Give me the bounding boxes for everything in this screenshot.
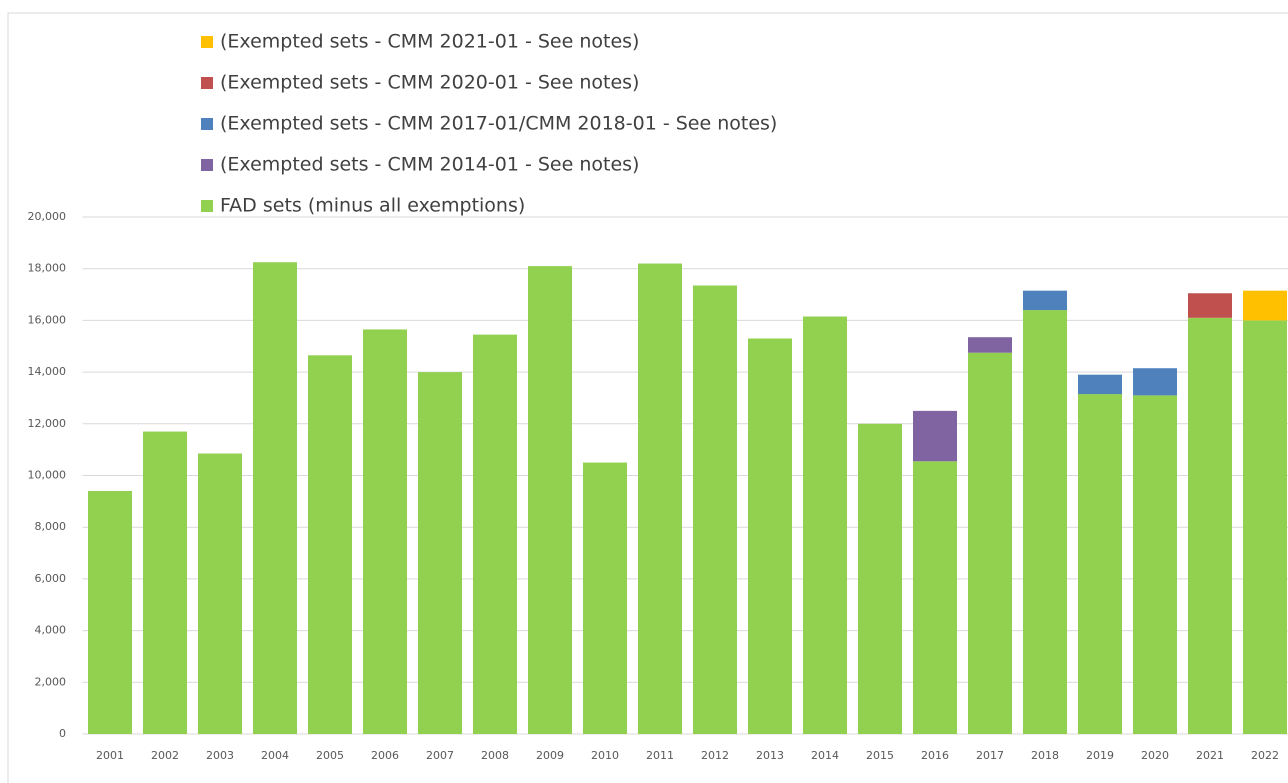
x-tick-label: 2020 bbox=[1141, 749, 1169, 762]
y-tick-label: 12,000 bbox=[28, 417, 67, 430]
bar-segment bbox=[198, 453, 242, 734]
bar-segment bbox=[473, 334, 517, 734]
bar-segment bbox=[1133, 395, 1177, 734]
legend-label: FAD sets (minus all exemptions) bbox=[220, 195, 525, 217]
bar-segment bbox=[968, 337, 1012, 353]
x-tick-label: 2018 bbox=[1031, 749, 1059, 762]
bar-segment bbox=[1078, 374, 1122, 395]
y-tick-label: 20,000 bbox=[28, 210, 67, 223]
x-tick-label: 2010 bbox=[591, 749, 619, 762]
bar-segment bbox=[253, 262, 297, 734]
bar-segment bbox=[88, 491, 132, 734]
bar-segment bbox=[1023, 310, 1067, 734]
legend-label: (Exempted sets - CMM 2017-01/CMM 2018-01… bbox=[220, 113, 777, 135]
x-tick-label: 2016 bbox=[921, 749, 949, 762]
bar-segment bbox=[803, 316, 847, 734]
bar-segment bbox=[363, 329, 407, 734]
legend-label: (Exempted sets - CMM 2021-01 - See notes… bbox=[220, 31, 639, 53]
x-tick-label: 2009 bbox=[536, 749, 564, 762]
bar-segment bbox=[858, 423, 902, 734]
x-tick-label: 2012 bbox=[701, 749, 729, 762]
legend-swatch bbox=[201, 159, 213, 171]
x-tick-label: 2006 bbox=[371, 749, 399, 762]
x-tick-label: 2001 bbox=[96, 749, 124, 762]
bar-segment bbox=[968, 352, 1012, 734]
bar-segment bbox=[638, 263, 682, 734]
x-tick-label: 2011 bbox=[646, 749, 674, 762]
y-tick-label: 18,000 bbox=[28, 262, 67, 275]
bar-segment bbox=[748, 338, 792, 734]
y-tick-label: 6,000 bbox=[35, 572, 67, 585]
bar-segment bbox=[528, 266, 572, 734]
legend-swatch bbox=[201, 118, 213, 130]
bar-segment bbox=[1243, 320, 1287, 734]
x-tick-label: 2002 bbox=[151, 749, 179, 762]
bar-segment bbox=[693, 285, 737, 734]
bar-segment bbox=[1243, 290, 1287, 321]
x-tick-label: 2007 bbox=[426, 749, 454, 762]
bar-segment bbox=[1133, 368, 1177, 396]
legend-swatch bbox=[201, 77, 213, 89]
x-tick-label: 2008 bbox=[481, 749, 509, 762]
legend-label: (Exempted sets - CMM 2014-01 - See notes… bbox=[220, 154, 639, 176]
x-tick-label: 2014 bbox=[811, 749, 839, 762]
legend-swatch bbox=[201, 200, 213, 212]
y-tick-label: 14,000 bbox=[28, 365, 67, 378]
legend-swatch bbox=[201, 36, 213, 48]
y-tick-label: 16,000 bbox=[28, 313, 67, 326]
y-tick-label: 0 bbox=[59, 727, 66, 740]
bar-segment bbox=[308, 355, 352, 734]
bar-segment bbox=[583, 462, 627, 734]
x-tick-label: 2022 bbox=[1251, 749, 1279, 762]
y-tick-label: 8,000 bbox=[35, 520, 67, 533]
x-tick-label: 2019 bbox=[1086, 749, 1114, 762]
y-tick-label: 10,000 bbox=[28, 469, 67, 482]
y-tick-label: 4,000 bbox=[35, 624, 67, 637]
x-tick-label: 2003 bbox=[206, 749, 234, 762]
bar-segment bbox=[1188, 317, 1232, 734]
bar-segment bbox=[913, 461, 957, 734]
x-tick-label: 2013 bbox=[756, 749, 784, 762]
legend-label: (Exempted sets - CMM 2020-01 - See notes… bbox=[220, 72, 639, 94]
bar-segment bbox=[1078, 394, 1122, 734]
y-tick-label: 2,000 bbox=[35, 675, 67, 688]
x-tick-label: 2021 bbox=[1196, 749, 1224, 762]
x-tick-label: 2004 bbox=[261, 749, 289, 762]
bar-segment bbox=[418, 372, 462, 734]
bar-segment bbox=[913, 410, 957, 462]
x-tick-label: 2017 bbox=[976, 749, 1004, 762]
x-tick-label: 2015 bbox=[866, 749, 894, 762]
bar-segment bbox=[143, 431, 187, 734]
bar-segment bbox=[1188, 293, 1232, 318]
bar-segment bbox=[1023, 290, 1067, 311]
x-tick-label: 2005 bbox=[316, 749, 344, 762]
